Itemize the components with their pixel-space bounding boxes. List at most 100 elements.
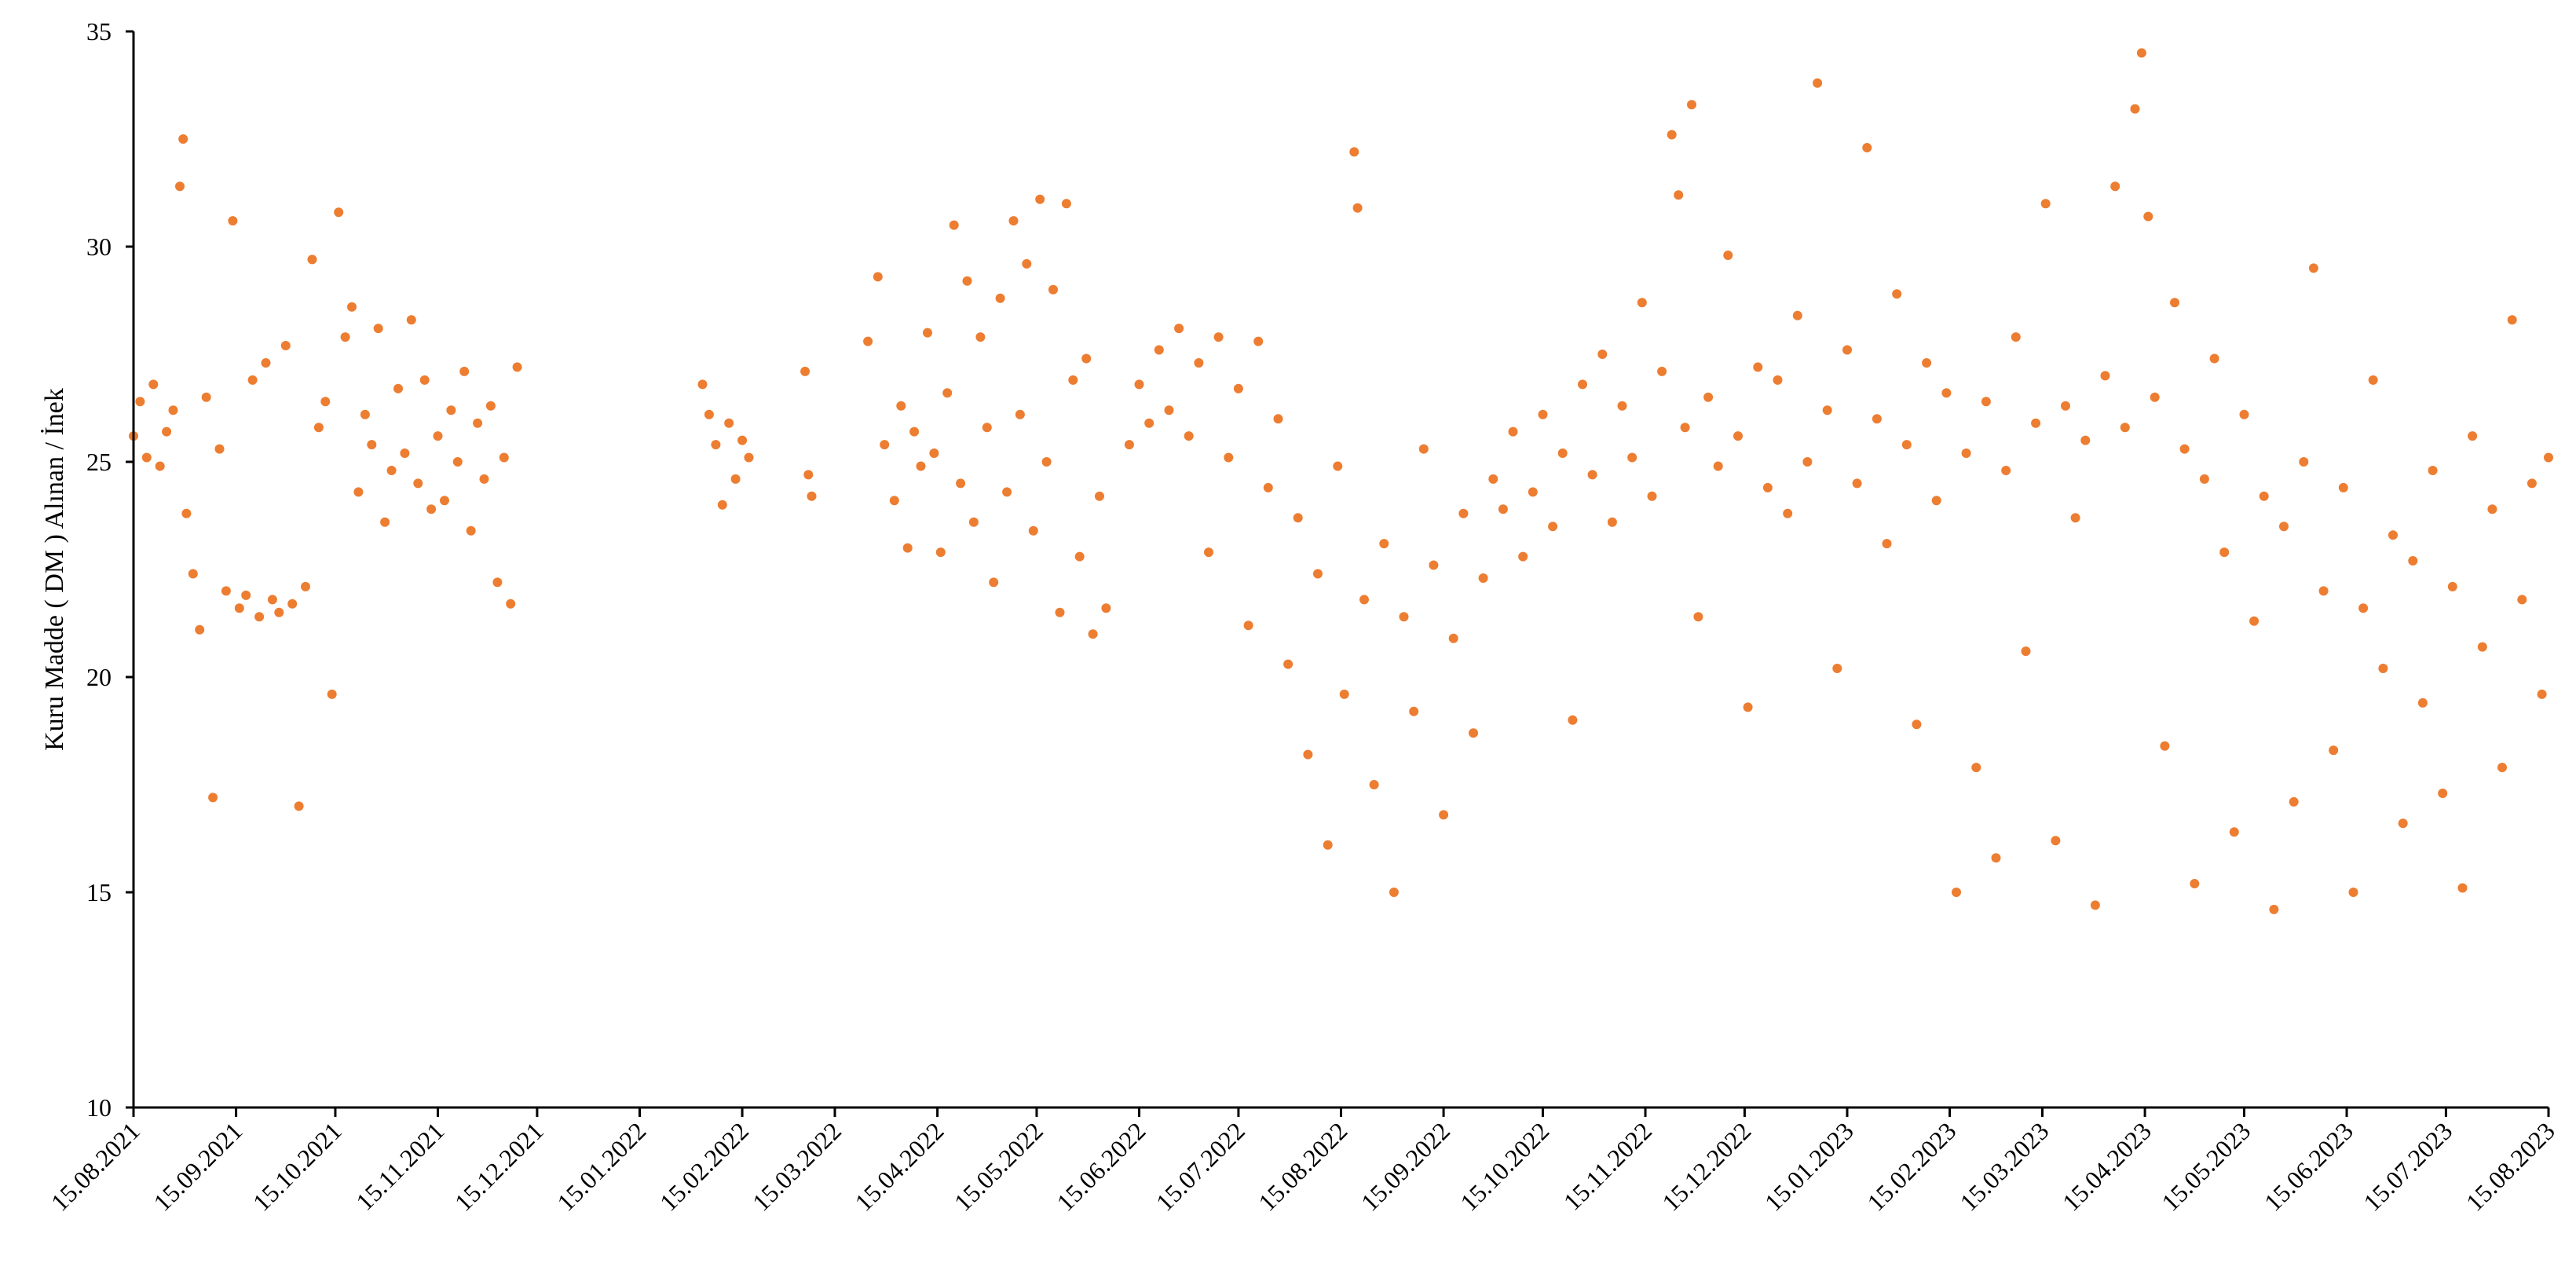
data-point bbox=[1458, 508, 1469, 518]
data-point bbox=[873, 272, 883, 282]
data-point bbox=[1783, 508, 1793, 518]
data-point bbox=[1074, 551, 1085, 562]
data-point bbox=[2179, 444, 2190, 454]
x-tick-label: 15.05.2023 bbox=[2156, 1116, 2256, 1216]
data-point bbox=[2447, 581, 2457, 591]
data-point bbox=[1429, 560, 1439, 570]
data-point bbox=[1359, 595, 1369, 605]
data-point bbox=[2110, 181, 2120, 192]
data-point bbox=[1498, 504, 1508, 514]
data-point bbox=[1095, 491, 1104, 501]
data-point bbox=[1832, 664, 1842, 673]
data-point bbox=[1548, 522, 1558, 532]
data-point bbox=[704, 409, 714, 419]
data-point bbox=[1762, 482, 1773, 492]
data-point bbox=[1389, 888, 1399, 897]
data-point bbox=[452, 457, 463, 467]
data-point bbox=[2160, 741, 2170, 751]
data-point bbox=[956, 478, 966, 489]
y-tick-label: 10 bbox=[86, 1093, 112, 1122]
data-point bbox=[1273, 414, 1283, 424]
x-tick-label: 15.04.2022 bbox=[849, 1116, 949, 1216]
data-point bbox=[1015, 409, 1025, 419]
data-point bbox=[2051, 836, 2061, 846]
x-tick-label: 15.03.2022 bbox=[747, 1116, 847, 1216]
data-point bbox=[2468, 431, 2478, 441]
y-tick-label: 30 bbox=[86, 232, 112, 261]
data-point bbox=[459, 366, 470, 376]
x-tick-label: 15.07.2022 bbox=[1151, 1116, 1250, 1216]
data-point bbox=[880, 440, 890, 450]
data-point bbox=[1488, 474, 1498, 484]
data-point bbox=[909, 426, 920, 437]
x-tick-label: 15.10.2022 bbox=[1454, 1116, 1554, 1216]
data-point bbox=[1323, 840, 1333, 850]
data-point bbox=[1448, 633, 1458, 643]
data-point bbox=[1981, 397, 1991, 407]
data-point bbox=[1204, 547, 1213, 558]
data-point bbox=[188, 569, 198, 579]
data-point bbox=[1578, 379, 1587, 390]
data-point bbox=[1174, 324, 1184, 334]
data-point bbox=[1901, 440, 1912, 450]
x-tick-label: 15.02.2023 bbox=[1861, 1116, 1961, 1216]
data-point bbox=[2368, 375, 2378, 385]
data-point bbox=[902, 543, 913, 553]
data-point bbox=[1283, 659, 1293, 669]
data-point bbox=[1713, 461, 1723, 471]
data-point bbox=[506, 599, 516, 609]
data-point bbox=[800, 366, 810, 376]
data-points bbox=[129, 48, 2553, 914]
data-point bbox=[2031, 418, 2041, 428]
data-point bbox=[1184, 431, 1194, 441]
data-point bbox=[162, 426, 172, 437]
data-point bbox=[301, 581, 310, 591]
data-point bbox=[485, 401, 496, 411]
data-point bbox=[466, 525, 476, 536]
data-point bbox=[2527, 478, 2537, 489]
data-point bbox=[1339, 689, 1349, 699]
data-point bbox=[1061, 199, 1071, 209]
data-point bbox=[353, 487, 364, 497]
data-point bbox=[386, 466, 397, 475]
data-point bbox=[1931, 496, 1941, 506]
data-point bbox=[2209, 353, 2219, 364]
data-point bbox=[1687, 100, 1696, 110]
data-point bbox=[1773, 375, 1783, 385]
data-point bbox=[1293, 513, 1303, 523]
data-point bbox=[181, 508, 192, 518]
data-point bbox=[803, 470, 814, 480]
data-point bbox=[916, 461, 926, 471]
data-point bbox=[1164, 405, 1174, 416]
data-point bbox=[1313, 569, 1323, 579]
data-point bbox=[201, 392, 211, 402]
data-point bbox=[2143, 211, 2153, 221]
data-point bbox=[1852, 478, 1862, 489]
data-point bbox=[2090, 900, 2100, 910]
data-point bbox=[1557, 448, 1568, 458]
x-tick-label: 15.01.2022 bbox=[551, 1116, 651, 1216]
data-point bbox=[2080, 435, 2091, 445]
y-tick-label: 20 bbox=[86, 663, 112, 691]
data-point bbox=[2011, 332, 2021, 342]
data-point bbox=[730, 474, 741, 484]
data-point bbox=[155, 461, 165, 471]
data-point bbox=[221, 586, 231, 596]
data-point bbox=[2001, 466, 2011, 475]
data-point bbox=[479, 474, 489, 484]
data-point bbox=[1703, 392, 1714, 402]
data-point bbox=[1088, 629, 1098, 639]
data-point bbox=[711, 440, 721, 450]
data-point bbox=[2457, 883, 2468, 893]
data-point bbox=[1597, 350, 1608, 359]
data-point bbox=[1349, 147, 1359, 157]
data-point bbox=[1048, 284, 1058, 295]
data-point bbox=[413, 478, 423, 489]
data-point bbox=[261, 358, 271, 368]
data-point bbox=[2170, 298, 2179, 308]
data-point bbox=[247, 375, 258, 385]
data-point bbox=[1194, 358, 1204, 368]
data-point bbox=[1802, 457, 1813, 467]
x-tick-label: 15.08.2021 bbox=[46, 1116, 145, 1216]
